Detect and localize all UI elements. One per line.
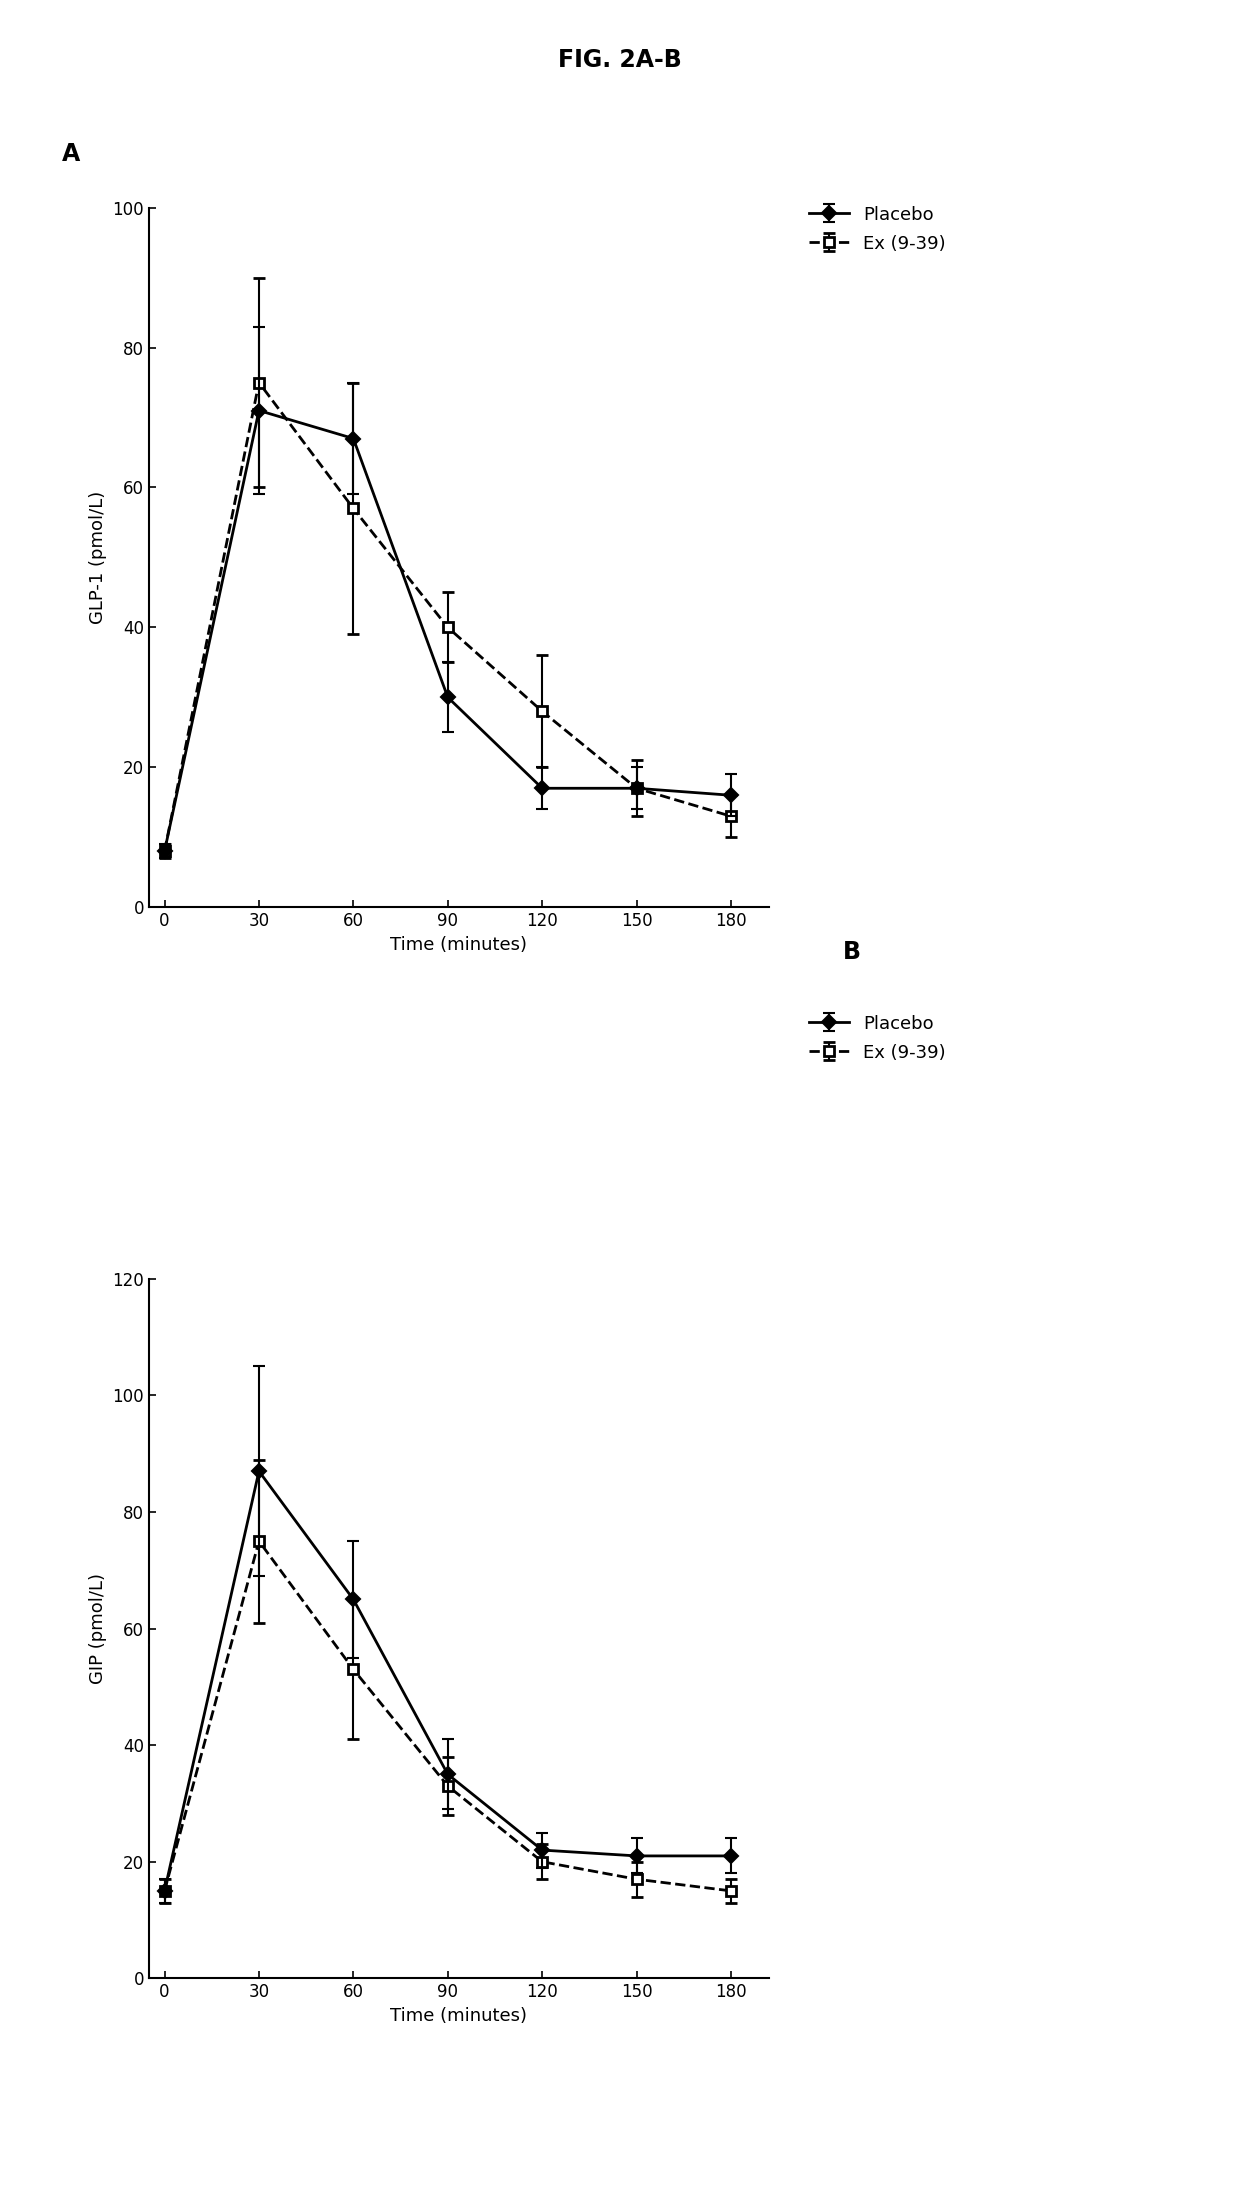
Legend: Placebo, Ex (9-39): Placebo, Ex (9-39) bbox=[808, 1014, 946, 1062]
Y-axis label: GLP-1 (pmol/L): GLP-1 (pmol/L) bbox=[89, 492, 107, 623]
X-axis label: Time (minutes): Time (minutes) bbox=[391, 936, 527, 953]
Legend: Placebo, Ex (9-39): Placebo, Ex (9-39) bbox=[808, 205, 946, 254]
X-axis label: Time (minutes): Time (minutes) bbox=[391, 2007, 527, 2024]
Text: A: A bbox=[62, 142, 81, 166]
Text: B: B bbox=[843, 940, 862, 964]
Y-axis label: GIP (pmol/L): GIP (pmol/L) bbox=[88, 1574, 107, 1683]
Text: FIG. 2A-B: FIG. 2A-B bbox=[558, 48, 682, 72]
